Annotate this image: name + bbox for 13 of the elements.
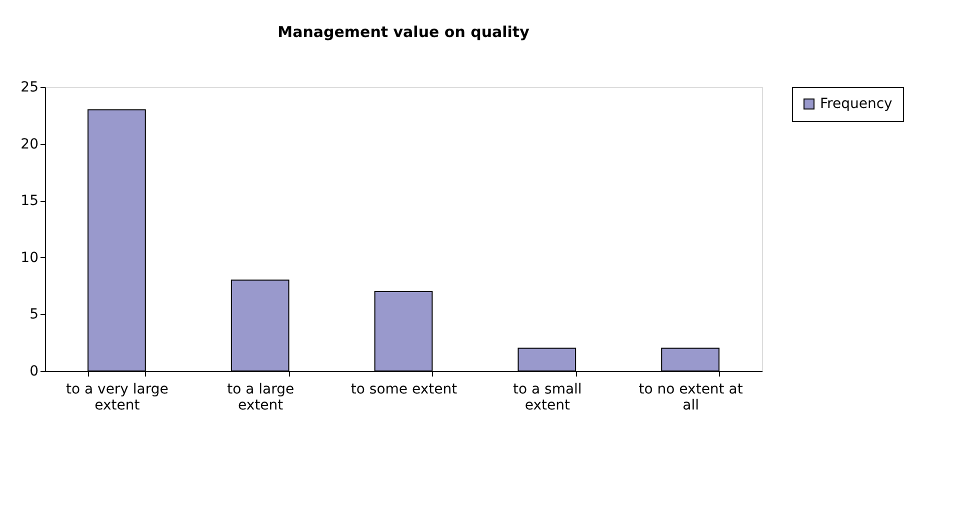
x-tick-label: to a very large extent — [66, 382, 168, 414]
x-tick-label: to a small extent — [512, 382, 582, 414]
y-tick-label: 20 — [20, 136, 38, 152]
y-tick-label: 25 — [20, 80, 38, 96]
legend-label: Frequency — [820, 96, 892, 112]
x-tick-label: to no extent at all — [638, 382, 744, 414]
y-tick-label: 10 — [20, 250, 38, 266]
chart-title: Management value on quality — [278, 23, 530, 41]
x-tick-label: to some extent — [350, 382, 458, 398]
y-tick-label: 15 — [20, 193, 38, 210]
y-tick-label: 0 — [30, 364, 38, 380]
x-tick-label: to a large extent — [227, 382, 294, 414]
y-tick-label: 5 — [30, 306, 38, 323]
